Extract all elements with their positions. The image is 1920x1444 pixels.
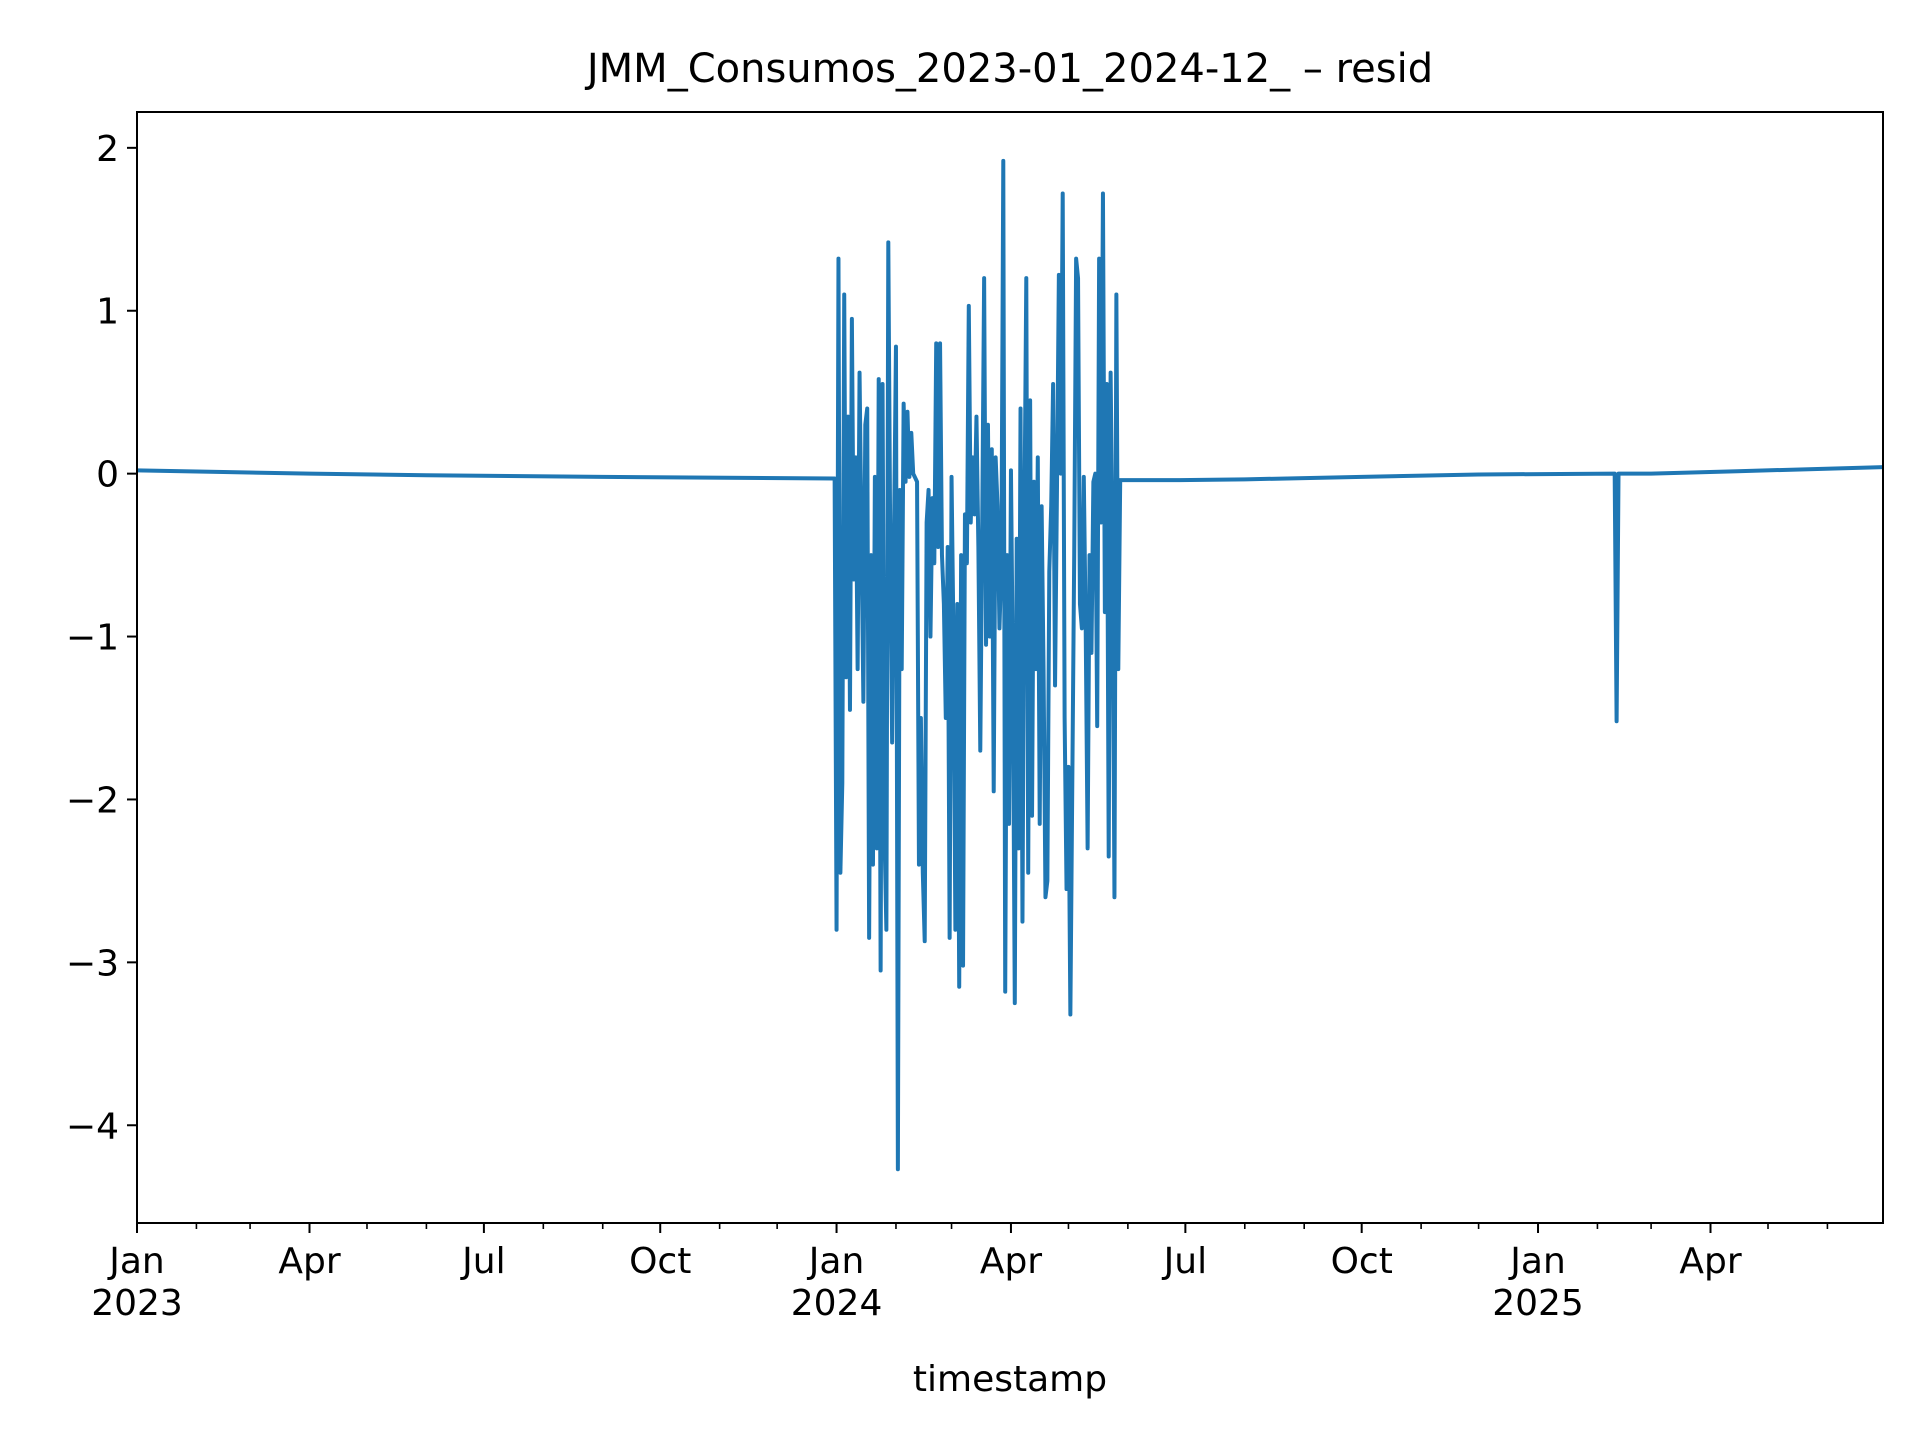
plot-frame bbox=[136, 111, 1884, 1224]
y-tick-label: 1 bbox=[96, 292, 119, 333]
x-tick-label: Jan bbox=[807, 1241, 865, 1282]
x-tick-label: Apr bbox=[1679, 1241, 1741, 1282]
y-tick-label: −4 bbox=[66, 1106, 119, 1147]
series-line-resid bbox=[137, 158, 1883, 1172]
x-tick-year-label: 2025 bbox=[1492, 1283, 1584, 1324]
chart-title: JMM_Consumos_2023-01_2024-12_ – resid bbox=[584, 46, 1433, 92]
y-tick-label: −3 bbox=[66, 943, 119, 984]
x-tick-label: Jul bbox=[460, 1241, 505, 1282]
plot-area bbox=[137, 158, 1883, 1172]
x-tick-label: Apr bbox=[980, 1241, 1042, 1282]
x-tick-label: Oct bbox=[629, 1241, 691, 1282]
y-tick-label: −2 bbox=[66, 780, 119, 821]
x-tick-label: Jan bbox=[1508, 1241, 1566, 1282]
x-tick-year-label: 2024 bbox=[791, 1283, 883, 1324]
x-axis-label: timestamp bbox=[913, 1359, 1107, 1400]
y-axis: 2 1 0 −1 −2 −3 −4 bbox=[66, 129, 137, 1147]
x-tick-label: Jan bbox=[107, 1241, 165, 1282]
y-tick-label: 2 bbox=[96, 129, 119, 170]
y-tick-label: −1 bbox=[66, 618, 119, 659]
y-tick-label: 0 bbox=[96, 455, 119, 496]
x-tick-label: Oct bbox=[1331, 1241, 1393, 1282]
x-tick-year-label: 2023 bbox=[91, 1283, 183, 1324]
x-tick-label: Apr bbox=[278, 1241, 340, 1282]
x-tick-label: Jul bbox=[1162, 1241, 1207, 1282]
